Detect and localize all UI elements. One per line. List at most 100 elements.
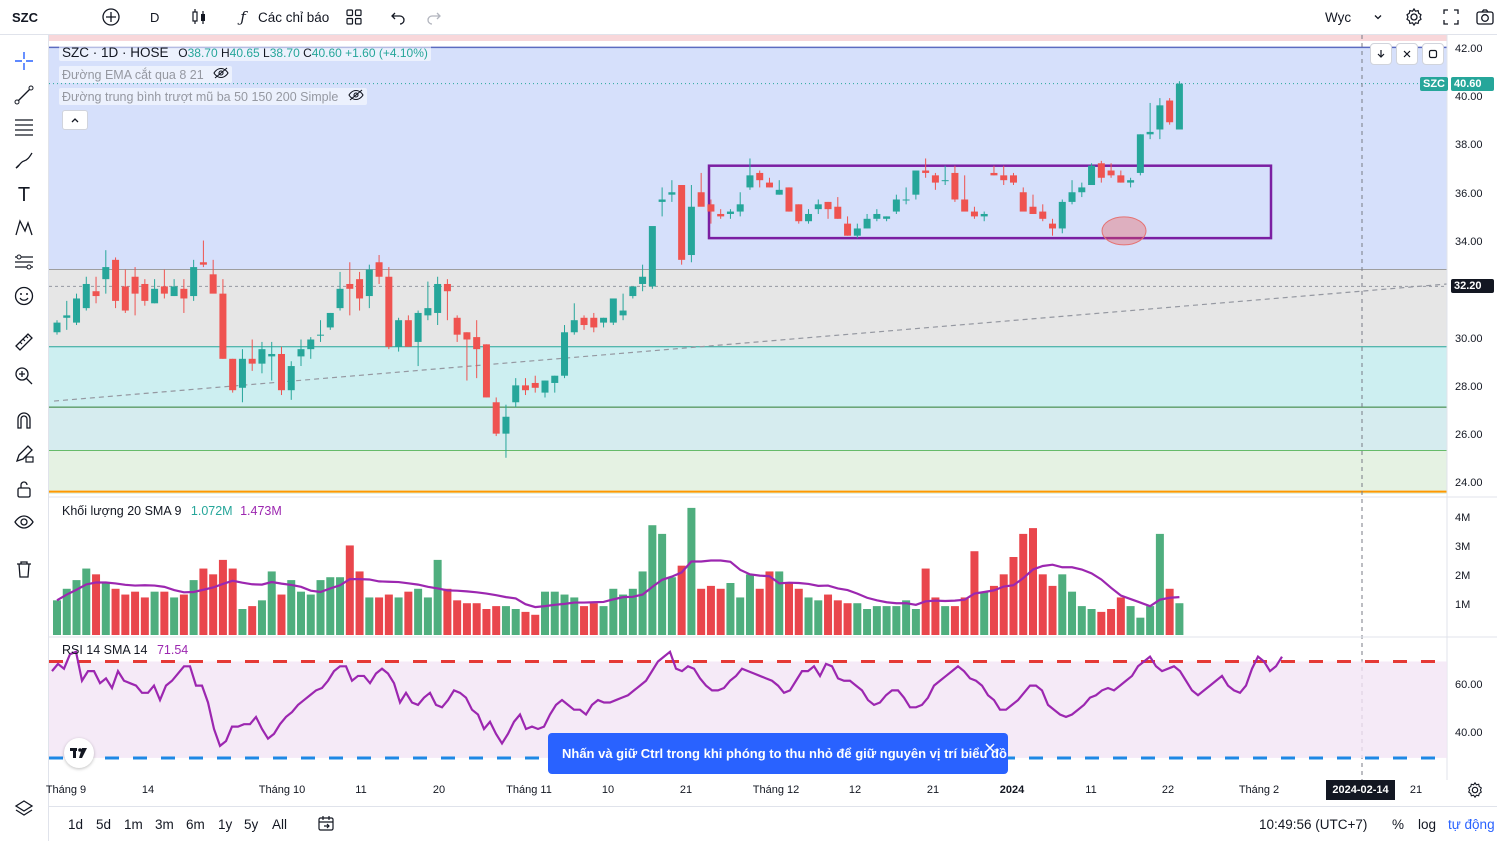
range-button-3m[interactable]: 3m	[155, 816, 174, 832]
volume-bar	[1068, 591, 1077, 635]
price-axis-label: 36.00	[1455, 187, 1483, 200]
prediction-icon[interactable]	[12, 250, 36, 274]
volume-bar	[726, 583, 735, 635]
brush-icon[interactable]	[12, 149, 36, 173]
candle-body	[434, 283, 442, 313]
price-axis-label: 26.00	[1455, 429, 1483, 442]
undo-icon	[387, 6, 409, 28]
candle-body	[502, 416, 510, 434]
collapse-legend-button[interactable]	[62, 110, 88, 130]
top-alert-band	[49, 35, 1447, 41]
close-label: C	[303, 46, 312, 60]
trend-line-icon[interactable]	[12, 83, 36, 107]
zoom-in-icon[interactable]	[12, 364, 36, 388]
volume-bar	[316, 580, 325, 635]
auto-scale-toggle[interactable]: tự động	[1448, 816, 1495, 832]
high-label: H	[221, 46, 230, 60]
pane-collapse-button[interactable]	[1396, 43, 1418, 65]
candle-body	[1088, 165, 1096, 186]
triple-ma-legend[interactable]: Đường trung bình trượt mũ ba 50 150 200 …	[59, 88, 367, 105]
volume-bar	[1126, 606, 1135, 635]
time-axis-label: 11	[1085, 784, 1097, 796]
volume-bar	[716, 588, 725, 635]
candle-body	[541, 380, 549, 393]
undo-button[interactable]	[387, 0, 409, 34]
candle-body	[229, 358, 237, 391]
layers-icon[interactable]	[12, 797, 36, 821]
text-tool-icon[interactable]: T	[17, 183, 31, 206]
snapshot-button[interactable]	[1474, 0, 1496, 34]
go-to-date-button[interactable]	[317, 807, 335, 841]
candle-body	[726, 211, 734, 214]
volume-bar	[531, 614, 540, 635]
range-button-1m[interactable]: 1m	[124, 816, 143, 832]
range-button-1y[interactable]: 1y	[218, 816, 233, 832]
lock-pencil-icon[interactable]	[12, 442, 36, 466]
time-axis-settings-button[interactable]	[1466, 781, 1484, 804]
candle-body	[375, 262, 383, 277]
candle-body	[785, 187, 793, 212]
time-axis-label: 21	[926, 784, 940, 796]
volume-bar	[599, 606, 608, 635]
ema-legend[interactable]: Đường EMA cắt qua 8 21	[59, 66, 233, 83]
hidden-eye-icon[interactable]	[348, 89, 364, 104]
templates-button[interactable]	[343, 0, 365, 34]
consolidation-box	[707, 164, 1273, 240]
indicators-button[interactable]: ƒ Các chỉ báo	[232, 0, 329, 34]
plus-circle-icon	[100, 6, 122, 28]
fib-lines-icon[interactable]	[12, 115, 36, 139]
range-button-1d[interactable]: 1d	[68, 816, 84, 832]
volume-bar	[238, 609, 247, 635]
range-button-all[interactable]: All	[272, 816, 288, 832]
compare-add-button[interactable]	[100, 0, 122, 34]
symbol-search[interactable]: SZC	[12, 9, 38, 25]
candle-body	[1107, 170, 1115, 176]
ruler-icon[interactable]	[12, 330, 36, 354]
tradingview-logo[interactable]	[64, 738, 94, 768]
crosshair-icon[interactable]	[12, 49, 36, 73]
volume-bar	[306, 594, 315, 635]
clock-timezone[interactable]: 10:49:56 (UTC+7)	[1259, 816, 1368, 832]
trash-icon[interactable]	[12, 557, 36, 581]
eye-icon[interactable]	[12, 510, 36, 534]
volume-bar	[843, 603, 852, 635]
volume-bar	[82, 568, 91, 635]
watchlist-dropdown[interactable]: Wyc	[1325, 0, 1383, 34]
ema-label: Đường EMA cắt qua 8 21	[62, 68, 204, 82]
pane-maximize-button[interactable]	[1422, 43, 1444, 65]
redo-button[interactable]	[423, 0, 445, 34]
range-button-6m[interactable]: 6m	[186, 816, 205, 832]
percent-toggle[interactable]: %	[1392, 816, 1405, 832]
close-icon[interactable]	[984, 742, 996, 757]
time-axis-label: 20	[432, 784, 446, 796]
pane-down-button[interactable]	[1370, 43, 1392, 65]
pattern-icon[interactable]	[12, 216, 36, 240]
lock-icon[interactable]	[12, 477, 36, 501]
candle-body	[863, 218, 871, 229]
candle-body	[687, 206, 695, 256]
emoji-icon[interactable]	[12, 284, 36, 308]
volume-sma-line	[56, 559, 1180, 609]
candle-body	[73, 298, 81, 323]
volume-bar	[511, 609, 520, 635]
candle-body	[883, 216, 891, 219]
candle-body	[561, 332, 569, 376]
close-value: 40.60	[311, 46, 342, 60]
fullscreen-button[interactable]	[1440, 0, 1462, 34]
candle-body	[834, 206, 842, 219]
volume-bar	[414, 588, 423, 635]
volume-bar	[1077, 606, 1086, 635]
price-chart[interactable]	[49, 35, 1497, 805]
interval-button[interactable]: D	[150, 9, 160, 25]
range-button-5y[interactable]: 5y	[244, 816, 259, 832]
volume-bar	[101, 583, 110, 635]
magnet-icon[interactable]	[12, 409, 36, 433]
time-axis-label: 2024	[999, 784, 1025, 796]
settings-button[interactable]	[1403, 0, 1425, 34]
chart-type-button[interactable]	[188, 0, 210, 34]
volume-bar	[1165, 588, 1174, 635]
hidden-eye-icon[interactable]	[213, 67, 229, 82]
volume-bar	[941, 606, 950, 635]
log-toggle[interactable]: log	[1418, 816, 1437, 832]
range-button-5d[interactable]: 5d	[96, 816, 112, 832]
